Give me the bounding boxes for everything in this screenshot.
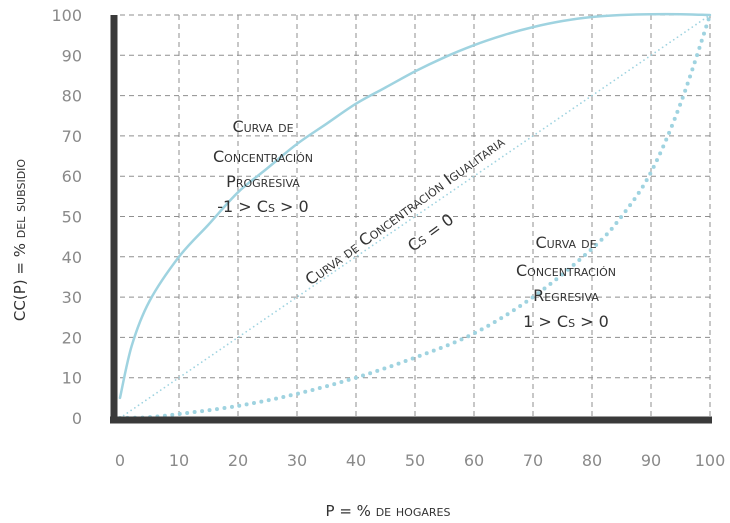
y-tick-label: 20 [62, 328, 82, 347]
curves-layer [118, 12, 712, 420]
x-tick-label: 10 [169, 451, 189, 470]
y-tick-label: 80 [62, 87, 82, 106]
x-tick-label: 80 [582, 451, 602, 470]
x-tick-label: 0 [115, 451, 125, 470]
ticks-layer: 0 10 20 30 40 50 60 70 80 90 100 0 10 20 30 40 50 60 70 80 9… [51, 6, 725, 470]
x-tick-label: 90 [641, 451, 661, 470]
progressive-curve [118, 12, 712, 400]
y-axis-title: CC(P) = % del subsidio [11, 159, 29, 321]
annotation-regressive-line-2: Concentración [516, 261, 616, 280]
x-tick-label: 60 [464, 451, 484, 470]
egalitarian-line [119, 14, 711, 419]
annotation-progressive: Curva de Concentración Progresiva -1 > C… [213, 117, 313, 216]
x-tick-label: 70 [523, 451, 543, 470]
annotation-regressive-line-3: Regresiva [533, 286, 599, 305]
y-tick-label: 100 [51, 6, 82, 25]
x-tick-label: 20 [228, 451, 248, 470]
regressive-curve [118, 13, 712, 420]
annotation-progressive-line-3: Progresiva [226, 172, 300, 191]
y-tick-label: 10 [62, 369, 82, 388]
y-tick-label: 40 [62, 248, 82, 267]
y-tick-label: 50 [62, 208, 82, 227]
annotation-regressive-line-1: Curva de [535, 233, 596, 252]
y-tick-label: 60 [62, 167, 82, 186]
annotation-egalitarian-line-1: Curva de Concentración Igualitaria [302, 132, 509, 289]
annotation-regressive: Curva de Concentración Regresiva 1 > Cs … [516, 233, 616, 331]
x-tick-label: 40 [346, 451, 366, 470]
x-tick-label: 30 [287, 451, 307, 470]
y-tick-label: 30 [62, 288, 82, 307]
x-axis-title: P = % de hogares [326, 502, 451, 520]
y-tick-label: 90 [62, 46, 82, 65]
annotation-regressive-line-4: 1 > Cs > 0 [523, 312, 609, 331]
annotation-progressive-line-1: Curva de [232, 117, 293, 136]
grid-layer [120, 14, 711, 418]
y-tick-label: 0 [72, 409, 82, 428]
axes-layer [110, 15, 712, 424]
annotation-progressive-line-2: Concentración [213, 147, 313, 166]
annotation-progressive-line-4: -1 > Cs > 0 [217, 197, 308, 216]
y-tick-label: 70 [62, 127, 82, 146]
x-tick-label: 50 [405, 451, 425, 470]
x-tick-label: 100 [695, 451, 726, 470]
